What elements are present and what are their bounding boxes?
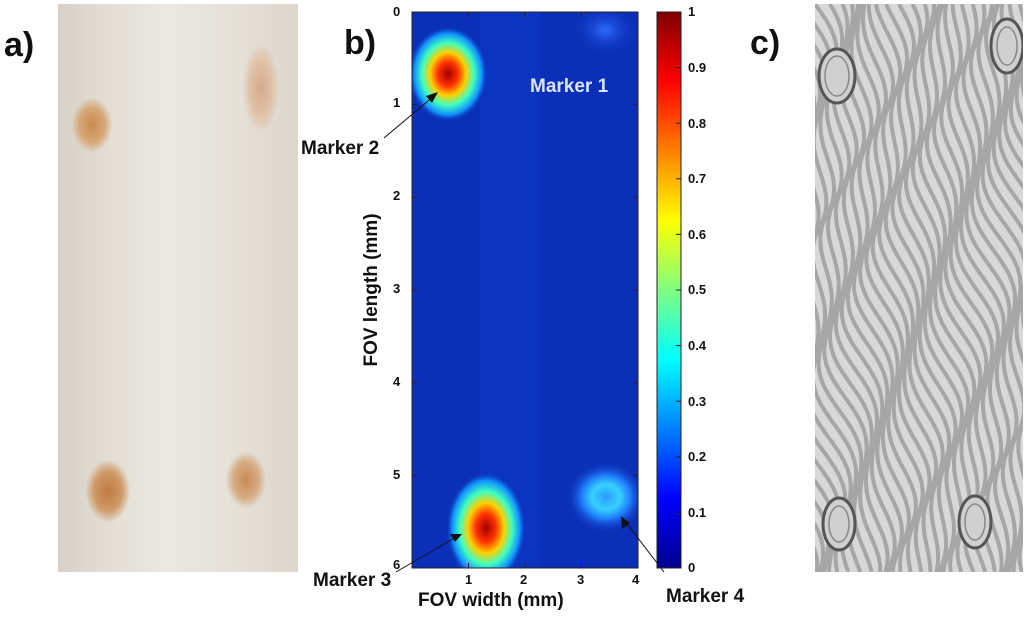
- marker-ring: [821, 496, 857, 552]
- x-tick-marks: [468, 12, 639, 568]
- rust-spot: [86, 460, 130, 522]
- fringe-line: [903, 4, 971, 572]
- colorbar-tick-label: 0.2: [688, 449, 707, 464]
- marker-rings: [817, 17, 1023, 552]
- fringe-line: [991, 4, 1023, 572]
- fringe-line: [984, 4, 1023, 572]
- colorbar-tick-label: 0.3: [688, 394, 707, 409]
- microscopy-image: [815, 4, 1023, 572]
- rust-spot: [226, 452, 266, 508]
- y-tick-label: 3: [393, 281, 401, 296]
- y-axis-title: FOV length (mm): [361, 213, 382, 367]
- colorbar-tick-label: 0.6: [688, 227, 707, 242]
- y-tick-label: 5: [393, 467, 401, 482]
- marker-4-arrow-head: [621, 516, 630, 529]
- y-tick-label: 6: [393, 557, 401, 572]
- x-tick-label: 4: [632, 572, 640, 587]
- fringe-line: [827, 4, 890, 572]
- fringe-line: [896, 4, 964, 572]
- marker-ring: [824, 55, 850, 97]
- marker-ring: [828, 505, 850, 543]
- y-tick-label: 4: [393, 374, 401, 389]
- fringe-line: [976, 4, 1023, 572]
- fringe-line: [839, 4, 905, 572]
- heatmap-blob-marker-3: [446, 472, 526, 568]
- marker-2-arrow: [383, 95, 435, 139]
- fringe-line: [815, 65, 837, 572]
- heatmap-blob-marker-1: [571, 12, 638, 56]
- colorbar-tick-label: 0.1: [688, 505, 707, 520]
- colorbar-tick-label: 1: [688, 4, 696, 19]
- y-tick-marks: [412, 11, 638, 569]
- colorbar-tick-label: 0.4: [688, 338, 707, 353]
- marker-3-label: Marker 3: [313, 570, 392, 591]
- y-tick-label: 1: [393, 95, 401, 110]
- marker-ring: [957, 494, 993, 550]
- marker-ring: [964, 503, 986, 541]
- x-axis-title: FOV width (mm): [418, 590, 564, 611]
- y-tick-label: 0: [393, 4, 401, 19]
- x-tick-label: 3: [577, 572, 585, 587]
- colorbar-tick-label: 0.8: [688, 116, 707, 131]
- fringe-line: [815, 21, 848, 572]
- colorbar-tick-marks: [676, 11, 681, 569]
- panel-label-b: b): [344, 24, 377, 62]
- marker-4-label: Marker 4: [666, 586, 745, 607]
- marker-3-arrow: [395, 535, 459, 573]
- fringe-pattern: [815, 4, 1023, 572]
- marker-2-arrow-head: [426, 92, 438, 103]
- marker-ring: [996, 26, 1018, 66]
- x-tick-label: 2: [520, 572, 528, 587]
- fringe-line: [822, 4, 883, 572]
- fringe-line: [968, 4, 1023, 572]
- fringe-line: [890, 4, 958, 572]
- colorbar-tick-label: 0.7: [688, 171, 707, 186]
- y-tick-label: 2: [393, 188, 401, 203]
- rust-spot: [72, 98, 112, 152]
- panel-label-a: a): [4, 26, 35, 64]
- fringe-line: [870, 4, 939, 572]
- x-tick-label: 1: [465, 572, 473, 587]
- rust-spot: [243, 44, 279, 132]
- marker-ring: [989, 17, 1023, 75]
- sample-photo: [58, 4, 298, 572]
- heatmap-blob-marker-4: [566, 461, 638, 533]
- marker-3-arrow-head: [450, 534, 462, 542]
- panel-label-c: c): [750, 24, 781, 62]
- fringe-line: [1014, 63, 1023, 126]
- colorbar-tick-label: 0.9: [688, 60, 707, 75]
- fringe-line: [1008, 4, 1023, 148]
- fringe-line: [1002, 4, 1023, 572]
- colorbar-tick-label: 0.5: [688, 282, 707, 297]
- marker-1-label: Marker 1: [530, 76, 609, 97]
- marker-2-label: Marker 2: [301, 138, 380, 159]
- colorbar-tick-label: 0: [688, 560, 696, 575]
